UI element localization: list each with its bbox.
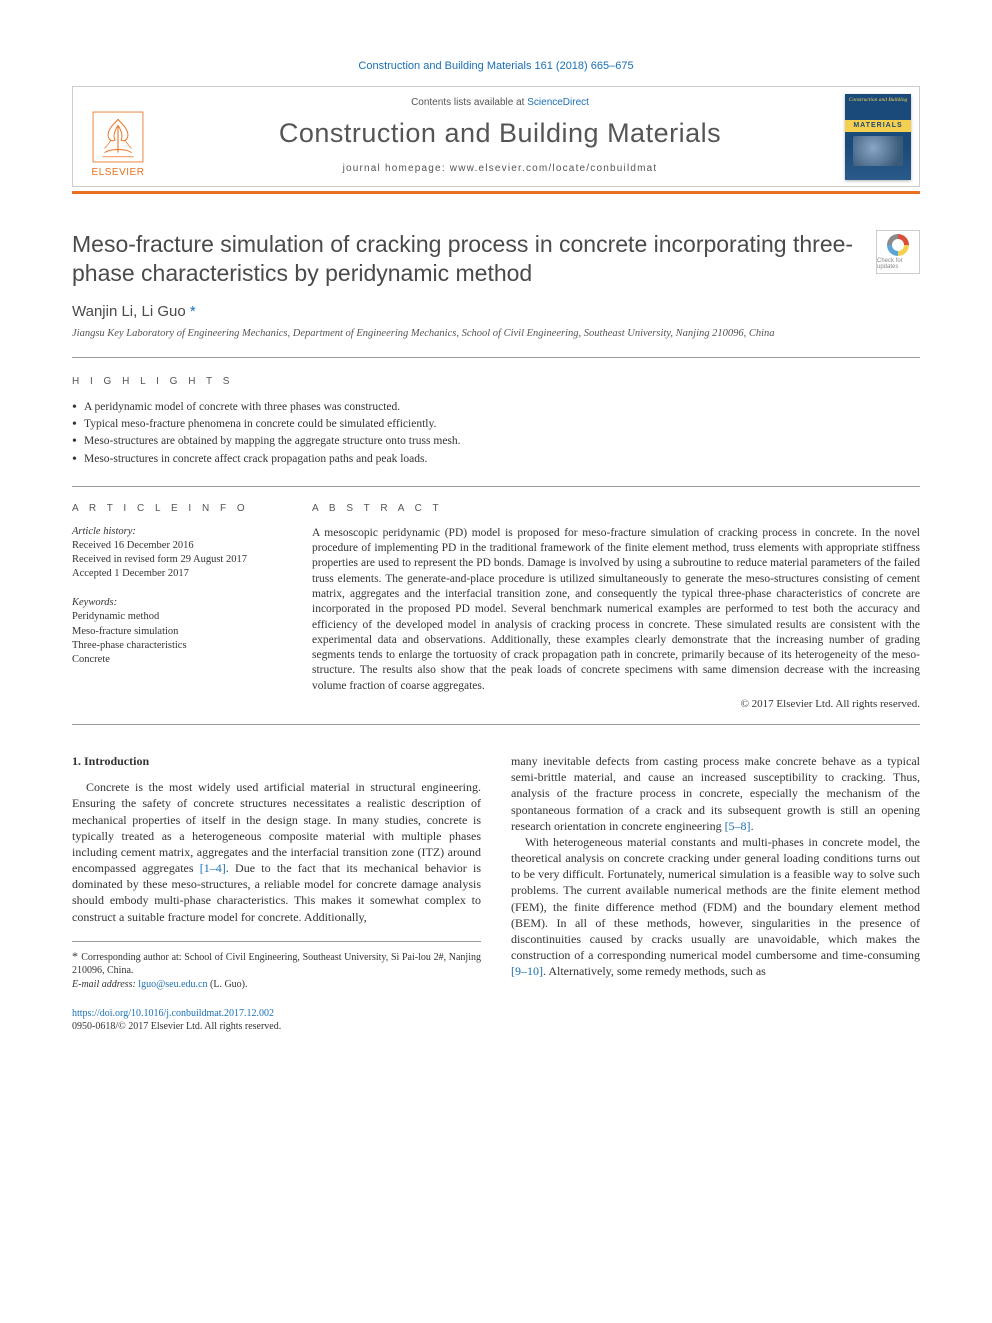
history-head: Article history: [72,526,282,537]
homepage-line: journal homepage: www.elsevier.com/locat… [171,163,829,174]
journal-title: Construction and Building Materials [171,118,829,149]
issn-copyright: 0950-0618/© 2017 Elsevier Ltd. All right… [72,1020,920,1033]
history-line: Received in revised form 29 August 2017 [72,553,282,567]
body-text: many inevitable defects from casting pro… [511,754,920,833]
cover-image-icon [853,136,903,166]
highlights-heading: H I G H L I G H T S [72,376,920,387]
keyword: Concrete [72,653,282,667]
highlight-item: A peridynamic model of concrete with thr… [72,399,920,416]
abstract-copyright: © 2017 Elsevier Ltd. All rights reserved… [312,698,920,710]
history-line: Accepted 1 December 2017 [72,567,282,581]
body-paragraph: With heterogeneous material constants an… [511,834,920,980]
body-text: With heterogeneous material constants an… [511,835,920,962]
keywords-head: Keywords: [72,597,282,608]
body-text: . [751,819,754,833]
body-column-right: many inevitable defects from casting pro… [511,753,920,991]
cover-head: Construction and Building [848,97,908,103]
journal-cover-thumbnail: Construction and Building MATERIALS [845,94,911,180]
citation-link[interactable]: [9–10] [511,964,543,978]
crossmark-label: Check for updates [877,258,919,270]
article-title: Meso-fracture simulation of cracking pro… [72,230,860,289]
cover-bar: MATERIALS [845,120,911,132]
contents-prefix: Contents lists available at [411,97,527,108]
sciencedirect-link[interactable]: ScienceDirect [527,97,589,108]
keyword: Three-phase characteristics [72,639,282,653]
abstract-text: A mesoscopic peridynamic (PD) model is p… [312,526,920,694]
footnote-star-icon: * [72,949,81,963]
email-link[interactable]: lguo@seu.edu.cn [138,979,207,990]
article-history: Article history: Received 16 December 20… [72,526,282,582]
keywords-block: Keywords: Peridynamic method Meso-fractu… [72,597,282,667]
body-text: . Alternatively, some remedy methods, su… [543,964,766,978]
body-paragraph: many inevitable defects from casting pro… [511,753,920,834]
affiliation: Jiangsu Key Laboratory of Engineering Me… [72,328,920,358]
authors-names: Wanjin Li, Li Guo [72,303,190,320]
footnotes: * Corresponding author at: School of Civ… [72,941,481,992]
highlight-item: Meso-structures in concrete affect crack… [72,451,920,468]
elsevier-tree-icon [90,109,146,165]
body-paragraph: Concrete is the most widely used artific… [72,779,481,925]
history-line: Received 16 December 2016 [72,539,282,553]
article-info-heading: A R T I C L E I N F O [72,503,282,514]
highlights-list: A peridynamic model of concrete with thr… [72,399,920,487]
doi-link[interactable]: https://doi.org/10.1016/j.conbuildmat.20… [72,1007,920,1020]
keyword: Meso-fracture simulation [72,625,282,639]
corresponding-author-note: Corresponding author at: School of Civil… [72,952,481,977]
corresponding-star-icon: * [190,303,196,320]
orange-divider [72,191,920,194]
crossmark-icon [887,234,909,256]
publisher-logo-block: ELSEVIER [73,87,163,186]
authors: Wanjin Li, Li Guo * [72,303,920,320]
homepage-prefix: journal homepage: [343,163,450,174]
email-label: E-mail address: [72,979,138,990]
keyword: Peridynamic method [72,610,282,624]
highlight-item: Meso-structures are obtained by mapping … [72,433,920,450]
contents-line: Contents lists available at ScienceDirec… [171,97,829,108]
homepage-url[interactable]: www.elsevier.com/locate/conbuildmat [450,163,658,174]
page-footer: https://doi.org/10.1016/j.conbuildmat.20… [72,1007,920,1033]
body-column-left: 1. Introduction Concrete is the most wid… [72,753,481,991]
journal-banner: ELSEVIER Contents lists available at Sci… [72,86,920,187]
abstract-heading: A B S T R A C T [312,503,920,514]
crossmark-badge[interactable]: Check for updates [876,230,920,274]
citation-link[interactable]: [1–4] [200,861,226,875]
citation-link[interactable]: [5–8] [725,819,751,833]
section-heading: 1. Introduction [72,753,481,769]
publisher-name: ELSEVIER [92,167,145,178]
highlight-item: Typical meso-fracture phenomena in concr… [72,416,920,433]
email-suffix: (L. Guo). [208,979,248,990]
header-citation: Construction and Building Materials 161 … [72,60,920,72]
